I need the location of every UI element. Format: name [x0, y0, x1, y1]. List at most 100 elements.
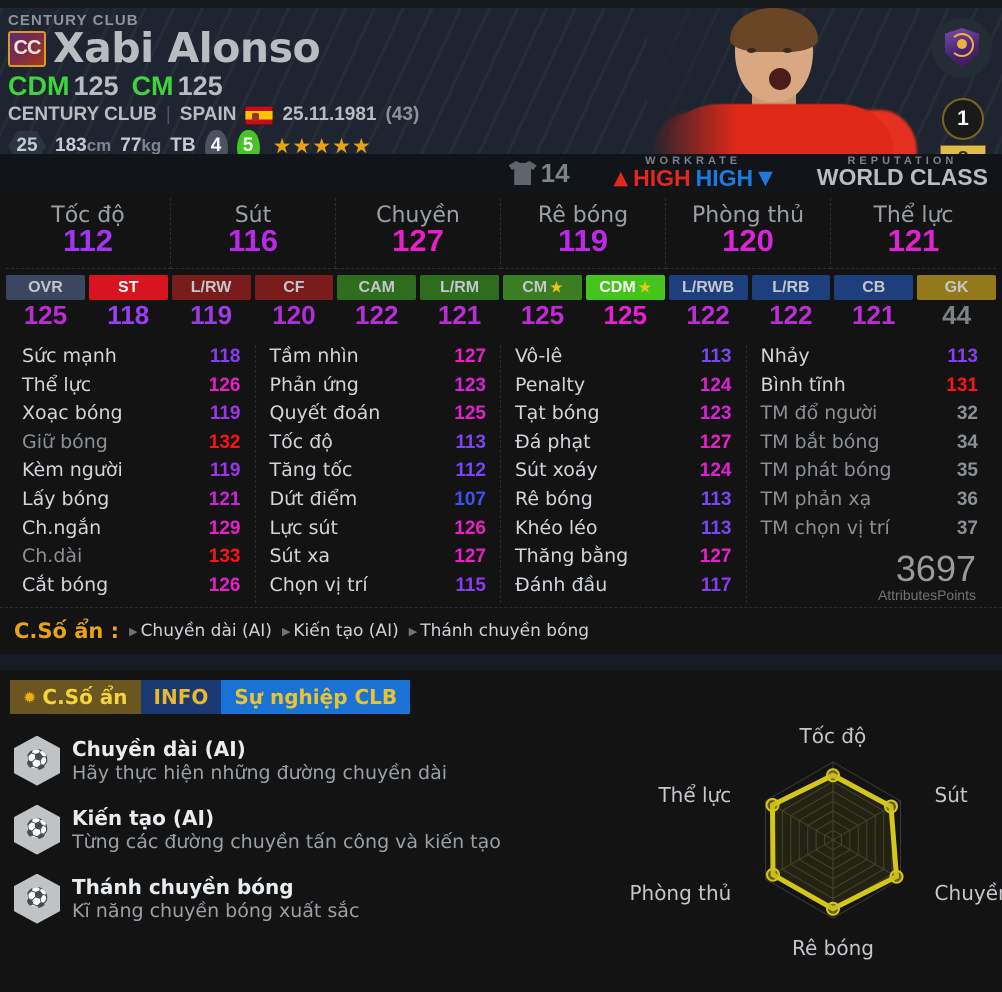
trait-title: Kiến tạo (AI) — [72, 806, 215, 831]
position-tag-label: ST — [118, 278, 139, 296]
position-rating-cell[interactable]: CM ★ 125 — [503, 275, 582, 331]
radar-point — [765, 798, 780, 813]
radar-point — [884, 799, 898, 814]
position-rating-cell[interactable]: L/RB 122 — [751, 275, 831, 331]
trait-chip[interactable]: ▶ Chuyền dài (AI) — [129, 621, 272, 641]
traits-inline-label: C.Số ẩn : — [14, 619, 120, 644]
radar-point — [766, 867, 780, 882]
position-rating-value: 122 — [686, 300, 730, 330]
star-icon: ★ — [351, 133, 371, 158]
attribute-row: Tạt bóng 123 — [515, 402, 732, 431]
soccer-ball-icon: ⚽ — [25, 818, 49, 841]
position-rating-cell[interactable]: GK 44 — [917, 275, 996, 331]
main-stat-label: Thể lực — [873, 203, 954, 228]
position-rating-cell[interactable]: L/RW 119 — [171, 275, 251, 331]
position-rating-value: 122 — [355, 300, 399, 330]
attribute-row: Lực sút 126 — [270, 517, 487, 546]
attribute-value: 118 — [209, 346, 241, 367]
position-rating-value: 125 — [520, 300, 565, 330]
meta-divider: | — [165, 104, 171, 126]
attribute-row: TM chọn vị trí 37 — [761, 517, 979, 546]
player-header: CENTURY CLUB CC Xabi Alonso CDM 125 CM 1… — [0, 8, 1002, 192]
attribute-column: Sức mạnh 118 Thể lực 126 Xoạc bóng 119 Giữ bón… — [10, 345, 256, 604]
main-stat-cell: Sút 116 — [171, 198, 336, 269]
main-stat-cell: Phòng thủ 120 — [666, 198, 831, 269]
attribute-label: TM chọn vị trí — [760, 516, 890, 539]
attribute-label: TM phản xạ — [760, 487, 872, 510]
trait-chip[interactable]: ▶ Kiến tạo (AI) — [282, 621, 399, 641]
position-tag: CB — [834, 275, 914, 300]
position-rating-cell[interactable]: OVR 125 — [6, 275, 85, 331]
reputation-caption: REPUTATION — [847, 155, 958, 167]
attribute-value: 125 — [454, 403, 486, 425]
attribute-label: Cắt bóng — [22, 573, 109, 596]
position-rating-value: 125 — [603, 300, 647, 330]
attribute-row: Nhảy 113 — [761, 345, 979, 374]
attribute-value: 107 — [454, 488, 486, 510]
tab-club-career[interactable]: Sự nghiệp CLB — [221, 680, 411, 715]
attribute-value: 126 — [208, 574, 241, 596]
position-rating-cell[interactable]: L/RM 121 — [420, 275, 499, 331]
position-rating-cell[interactable]: CF 120 — [254, 275, 334, 331]
attribute-value: 126 — [208, 374, 241, 396]
main-stat-cell: Tốc độ 112 — [6, 198, 171, 269]
attribute-label: Lấy bóng — [22, 487, 110, 510]
main-stat-value: 119 — [557, 223, 608, 258]
trait-title: Chuyền dài (AI) — [72, 737, 246, 762]
position-rating-cell[interactable]: ST 118 — [88, 275, 168, 331]
workrate-defense: HIGH — [695, 164, 754, 191]
attribute-label: Kèm người — [22, 459, 123, 482]
attribute-value: 113 — [455, 431, 486, 453]
position-tag: CDM ★ — [585, 275, 665, 300]
position-tag-label: GK — [944, 278, 969, 296]
attribute-row: Lấy bóng 121 — [22, 488, 241, 517]
position-rating-value: 121 — [437, 300, 482, 330]
attribute-label: Thể lực — [22, 373, 92, 396]
attribute-label: TM bắt bóng — [760, 430, 880, 453]
position-tag: L/RB — [751, 275, 831, 300]
tab-hidden-stats[interactable]: ✹ C.Số ẩn — [10, 680, 141, 715]
position-tag-label: L/RW — [190, 278, 232, 296]
attribute-row: Thăng bằng 127 — [515, 545, 732, 574]
position-tag-label: OVR — [28, 278, 63, 296]
main-stat-value: 116 — [227, 223, 278, 258]
attribute-row: Rê bóng 113 — [515, 488, 732, 517]
attribute-label: Khéo léo — [515, 516, 598, 539]
total-points-caption: AttributesPoints — [877, 587, 976, 604]
attribute-label: Ch.ngắn — [22, 516, 102, 539]
trait-list-item[interactable]: ⚽ Kiến tạo (AI) Từng các đường chuyền tấn … — [14, 795, 640, 864]
trait-list-item[interactable]: ⚽ Thánh chuyền bóng Kĩ năng chuyền bóng xu… — [14, 864, 640, 933]
club-crest-icon[interactable] — [932, 18, 992, 78]
attribute-row: Tăng tốc 112 — [270, 459, 487, 488]
birthdate: 25.11.1981 — [282, 104, 377, 126]
position-rating-cell[interactable]: CDM ★ 125 — [585, 275, 665, 331]
attribute-label: Sút xoáy — [515, 459, 598, 482]
trait-chip-label: Chuyền dài (AI) — [140, 621, 272, 642]
attribute-value: 132 — [208, 431, 241, 453]
position-rating-cell[interactable]: CAM 122 — [337, 275, 417, 331]
tab-club-career-label: Sự nghiệp CLB — [234, 685, 398, 710]
position-tag-label: L/RWB — [682, 278, 735, 296]
position-rating-cell[interactable]: L/RWB 122 — [668, 275, 748, 331]
position-tag-label: CDM — [599, 278, 636, 296]
traits-inline-row: C.Số ẩn : ▶ Chuyền dài (AI) ▶ Kiến tạo (AI… — [0, 607, 1002, 655]
trait-list-item[interactable]: ⚽ Chuyền dài (AI) Hãy thực hiện những đườn… — [14, 726, 640, 795]
trait-chip[interactable]: ▶ Thánh chuyền bóng — [409, 621, 589, 641]
attribute-value: 115 — [455, 574, 486, 596]
position-rating-cell[interactable]: CB 121 — [834, 275, 914, 331]
position-tag-2: CM — [131, 71, 174, 102]
position-rating-value: 118 — [107, 300, 150, 330]
main-stat-value: 121 — [887, 223, 940, 258]
reputation-block: REPUTATION WORLD CLASS — [817, 155, 988, 191]
radar-axis-label: Rê bóng — [792, 936, 874, 961]
chevron-up-icon: ▲ — [613, 167, 629, 189]
radar-point — [826, 768, 840, 783]
tab-info[interactable]: INFO — [140, 680, 222, 715]
crest-shield-shape — [945, 28, 979, 68]
position-tag-label: L/RM — [440, 278, 480, 296]
star-icon: ★ — [272, 133, 292, 158]
main-stat-value: 112 — [62, 223, 113, 258]
attribute-column: Nhảy 113 Bình tĩnh 131 TM đổ người 32 TM bắt b… — [747, 345, 993, 603]
attribute-value: 36 — [956, 488, 978, 510]
radar-spoke — [765, 839, 834, 880]
